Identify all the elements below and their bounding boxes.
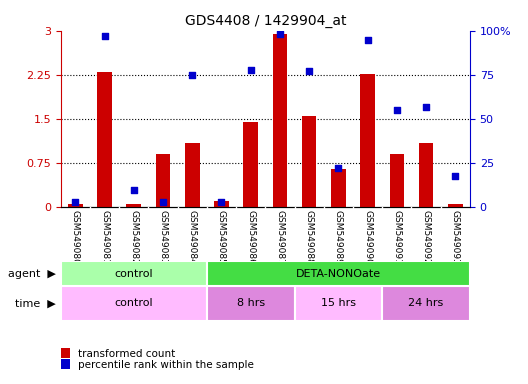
Text: GSM549089: GSM549089 [334,210,343,265]
Text: GSM549093: GSM549093 [451,210,460,265]
Text: agent  ▶: agent ▶ [7,268,55,279]
Point [188,72,196,78]
Point [217,199,225,205]
Point [159,199,167,205]
Text: percentile rank within the sample: percentile rank within the sample [78,360,254,370]
Text: DETA-NONOate: DETA-NONOate [296,268,381,279]
Bar [243,122,258,207]
Bar [302,116,316,207]
Bar [61,286,207,321]
Bar [390,154,404,207]
Text: GSM549092: GSM549092 [421,210,430,265]
Point [305,68,314,74]
Bar [214,202,229,207]
Point [422,104,430,110]
Text: GSM549085: GSM549085 [217,210,226,265]
Point [71,199,80,205]
Text: transformed count: transformed count [78,349,175,359]
Point [363,36,372,43]
Point [100,33,109,39]
Bar [448,204,463,207]
Text: GSM549088: GSM549088 [305,210,314,265]
Bar [185,142,200,207]
Text: GSM549081: GSM549081 [100,210,109,265]
Text: control: control [115,268,153,279]
Bar [419,142,433,207]
Bar [272,34,287,207]
Text: GSM549080: GSM549080 [71,210,80,265]
Bar [156,154,171,207]
Point [247,66,255,73]
Text: control: control [115,298,153,308]
Bar [207,286,295,321]
Text: GSM549083: GSM549083 [158,210,167,265]
Bar [207,261,470,286]
Text: 8 hrs: 8 hrs [237,298,265,308]
Text: GSM549086: GSM549086 [246,210,255,265]
Point [334,166,343,172]
Bar [97,72,112,207]
Bar [331,169,346,207]
Text: GSM549082: GSM549082 [129,210,138,265]
Text: GSM549084: GSM549084 [188,210,197,265]
Text: time  ▶: time ▶ [15,298,55,308]
Text: GSM549091: GSM549091 [392,210,401,265]
Text: 15 hrs: 15 hrs [321,298,356,308]
Title: GDS4408 / 1429904_at: GDS4408 / 1429904_at [185,14,346,28]
Bar [127,204,141,207]
Text: GSM549090: GSM549090 [363,210,372,265]
Point [451,172,459,179]
Point [393,107,401,113]
Text: GSM549087: GSM549087 [276,210,285,265]
Bar [295,286,382,321]
Point [276,31,284,37]
Bar [61,261,207,286]
Bar [360,74,375,207]
Bar [382,286,470,321]
Text: 24 hrs: 24 hrs [409,298,444,308]
Bar [68,204,83,207]
Point [129,187,138,193]
